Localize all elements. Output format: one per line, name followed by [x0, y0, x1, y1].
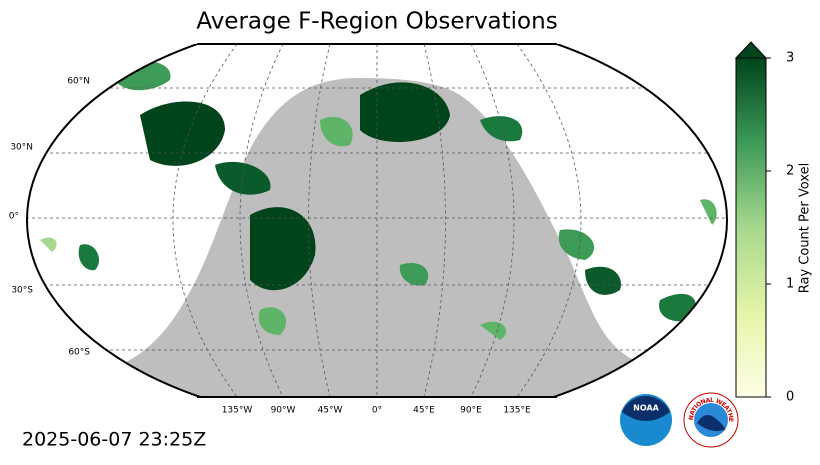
noaa-logo: NOAA [620, 394, 672, 446]
map-outline [26, 44, 728, 397]
lon-label: 135°E [503, 406, 531, 416]
timestamp: 2025-06-07 23:25Z [22, 429, 206, 451]
lon-label: 45°E [413, 406, 435, 416]
colorbar: Ray Count Per Voxel 0 1 2 3 [734, 41, 813, 405]
lon-label: 90°W [271, 406, 296, 416]
lon-label: 45°W [318, 406, 343, 416]
colorbar-bar [735, 57, 767, 398]
map [26, 44, 728, 397]
title: Average F-Region Observations [196, 9, 557, 35]
colorbar-label: Ray Count Per Voxel [798, 163, 813, 293]
observation-density [40, 61, 717, 340]
lat-label: 30°N [10, 143, 33, 153]
latitude-labels: 60°N 30°N 0° 30°S 60°S [9, 77, 91, 358]
lat-label: 0° [9, 212, 19, 222]
colorbar-extend [734, 41, 768, 59]
lat-label: 60°N [67, 77, 90, 87]
lat-label: 30°S [11, 286, 33, 296]
lon-label: 135°W [222, 406, 253, 416]
noaa-text: NOAA [633, 404, 659, 413]
lon-label: 90°E [460, 406, 482, 416]
colorbar-tick-label: 3 [786, 51, 794, 66]
colorbar-tick-label: 0 [786, 390, 794, 405]
colorbar-tick-label: 2 [786, 164, 794, 179]
graticule [27, 44, 727, 397]
lon-label: 0° [372, 406, 382, 416]
colorbar-tick-label: 1 [786, 277, 794, 292]
lat-label: 60°S [68, 348, 90, 358]
night-region [120, 78, 645, 397]
longitude-labels: 135°W 90°W 45°W 0° 45°E 90°E 135°E [222, 406, 531, 416]
